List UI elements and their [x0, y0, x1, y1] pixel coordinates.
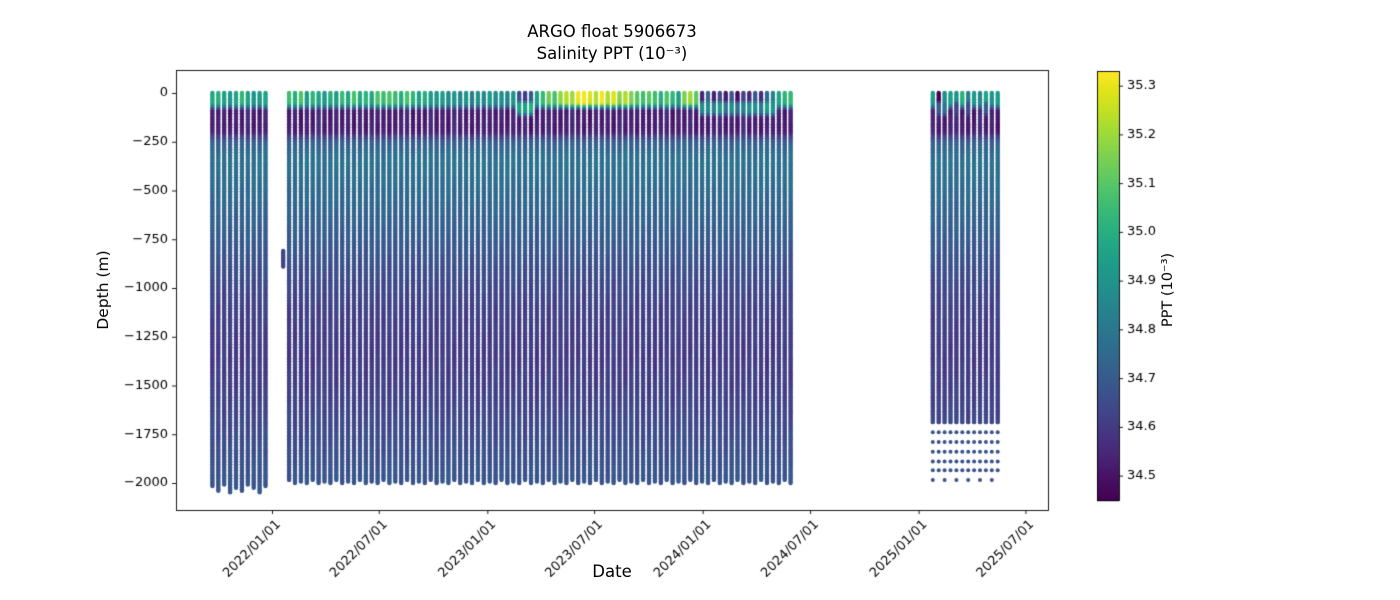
- chart-title: ARGO float 5906673: [527, 22, 697, 41]
- x-axis-label: Date: [592, 562, 632, 581]
- chart-subtitle: Salinity PPT (10⁻³): [536, 44, 688, 63]
- colorbar-label: PPT (10⁻³): [1160, 252, 1176, 328]
- y-axis-label: Depth (m): [94, 250, 112, 330]
